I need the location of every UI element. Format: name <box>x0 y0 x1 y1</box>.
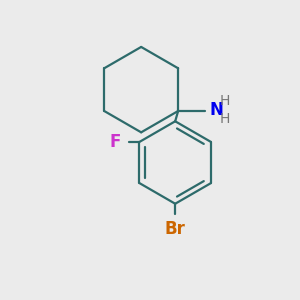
Text: N: N <box>209 101 223 119</box>
Text: Br: Br <box>165 220 186 238</box>
Text: H: H <box>220 94 230 108</box>
Text: F: F <box>110 133 121 151</box>
Text: H: H <box>220 112 230 126</box>
